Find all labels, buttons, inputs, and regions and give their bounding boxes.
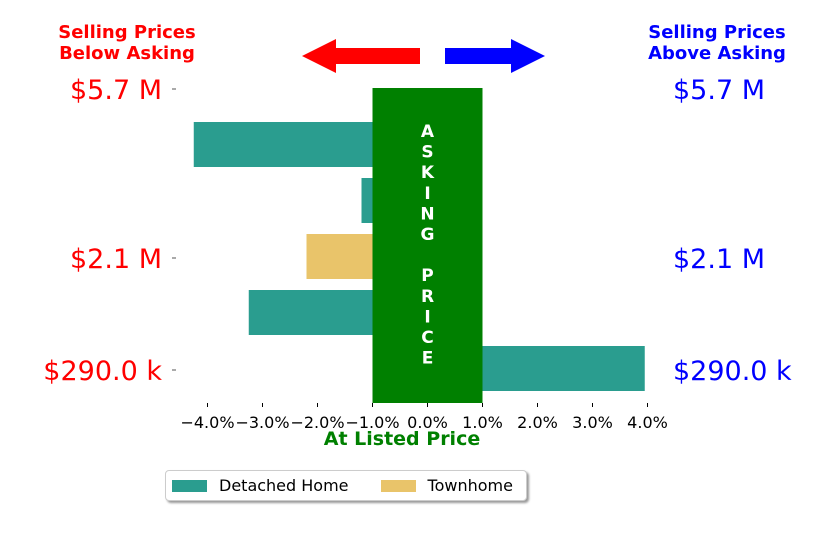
legend-item-townhome: Townhome xyxy=(380,476,513,495)
y-tick-label-left: $5.7 M xyxy=(70,75,162,106)
legend-label-townhome: Townhome xyxy=(427,476,513,495)
header-below-asking: Selling Prices Below Asking xyxy=(27,22,227,64)
asking-label-char: G xyxy=(421,225,435,245)
asking-label-char: P xyxy=(421,266,433,286)
x-tick-label: −2.0% xyxy=(290,413,344,432)
right-arrow-icon xyxy=(445,39,545,73)
x-tick-label: 4.0% xyxy=(627,413,668,432)
header-below-line2: Below Asking xyxy=(59,43,195,64)
x-tick-label: 0.0% xyxy=(407,413,448,432)
y-tick-label-left: $2.1 M xyxy=(70,244,162,275)
left-arrow-icon xyxy=(302,39,420,73)
asking-label-char: C xyxy=(421,328,433,348)
asking-label-char: E xyxy=(422,349,434,369)
asking-label-char: N xyxy=(420,204,434,224)
asking-label-char: S xyxy=(421,143,433,163)
y-tick-label-right: $5.7 M xyxy=(673,75,765,106)
legend-label-detached: Detached Home xyxy=(219,476,349,495)
x-tick-label: −3.0% xyxy=(235,413,289,432)
header-above-asking: Selling Prices Above Asking xyxy=(617,22,817,64)
legend-item-detached: Detached Home xyxy=(172,476,349,495)
y-tick-label-left: $290.0 k xyxy=(43,356,162,387)
y-tick-label-right: $2.1 M xyxy=(673,244,765,275)
y-tick-label-right: $290.0 k xyxy=(673,356,792,387)
header-above-line1: Selling Prices xyxy=(648,22,786,43)
asking-label-char: K xyxy=(421,163,435,183)
asking-label-char: A xyxy=(421,122,435,142)
legend: Detached Home Townhome xyxy=(165,470,527,501)
x-axis-label: At Listed Price xyxy=(324,428,480,450)
legend-swatch-detached xyxy=(172,479,207,492)
x-tick-label: −4.0% xyxy=(180,413,234,432)
asking-label-char: R xyxy=(421,287,434,307)
x-tick-label: 2.0% xyxy=(517,413,558,432)
x-tick-label: 1.0% xyxy=(462,413,503,432)
asking-label-char: I xyxy=(424,184,430,204)
header-above-line2: Above Asking xyxy=(648,43,786,64)
legend-swatch-townhome xyxy=(380,479,416,492)
header-below-line1: Selling Prices xyxy=(58,22,196,43)
x-tick-label: 3.0% xyxy=(572,413,613,432)
asking-price-band xyxy=(372,88,483,403)
x-tick-label: −1.0% xyxy=(345,413,399,432)
asking-label-char: I xyxy=(424,307,430,327)
